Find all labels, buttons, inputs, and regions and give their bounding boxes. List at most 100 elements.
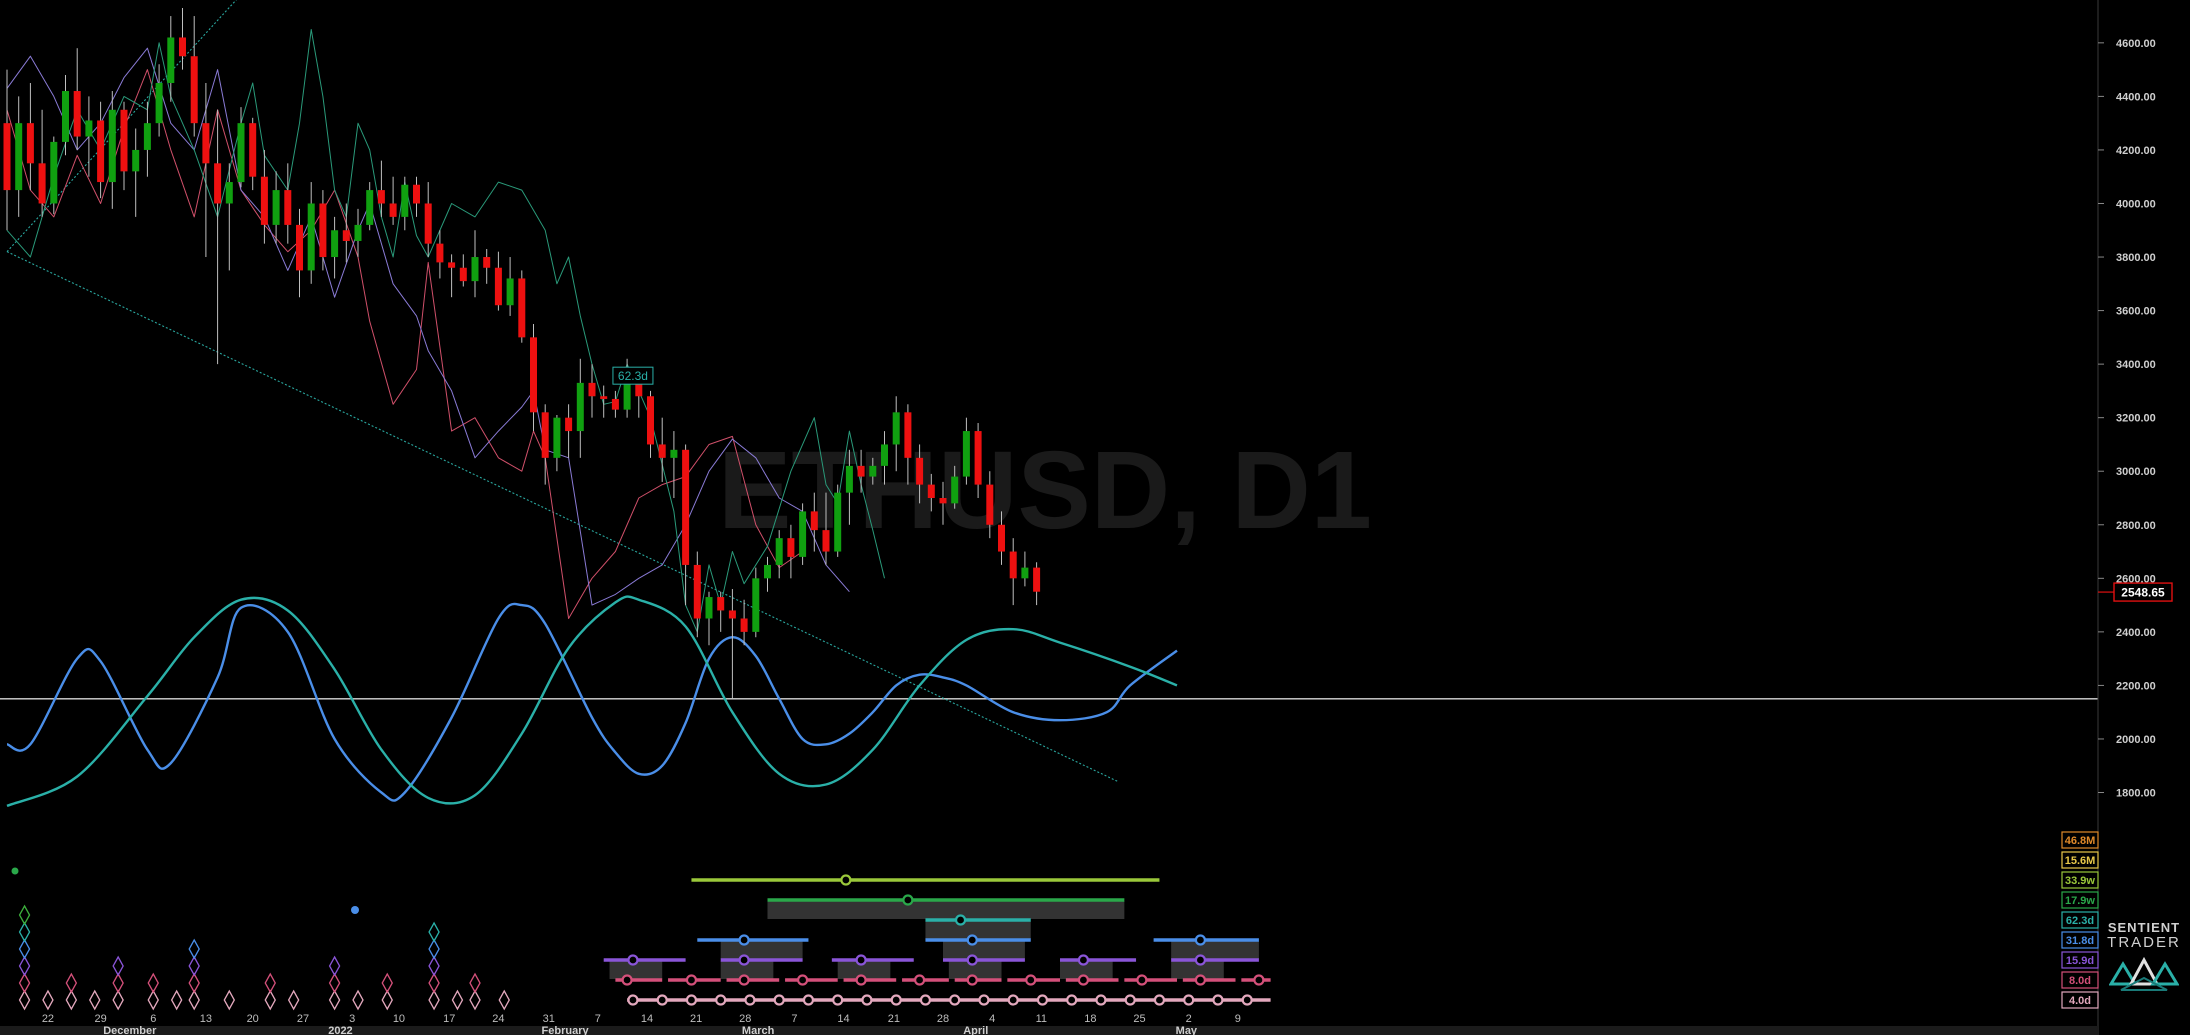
candle-body [237,123,245,183]
cycle-bar-box [1171,941,1259,959]
price-axis[interactable]: 1800.00 2000.00 2200.00 2400.00 2600.00 2800.… [2098,38,2156,800]
price-tick-label: 1800.00 [2116,788,2156,800]
pivot-diamond [65,989,78,1011]
candle-body [787,538,795,557]
date-tick-label: 25 [1133,1013,1145,1025]
candle-body [179,37,186,57]
candle-body [413,184,420,204]
candlesticks [3,8,1041,699]
pivot-diamond [428,921,440,943]
pivot-diamond [170,989,183,1011]
pivot-origin-dot [351,906,359,914]
pivot-diamond [264,989,276,1011]
pivot-diamond [18,972,31,994]
pivot-diamond [65,972,78,994]
cycle-legend-box [2061,831,2099,849]
candle-body [459,267,467,282]
date-tick-label: 10 [393,1013,405,1025]
pivot-diamond [328,989,341,1011]
candle-body [810,511,818,531]
cycle-bar-dot [954,914,967,926]
date-tick-label: 18 [1084,1013,1096,1025]
candle-body [635,377,643,397]
logo-line1: SENTIENT [2107,920,2181,935]
price-tick-label: 3400.00 [2116,359,2156,371]
cycle-bar-dot [738,974,750,986]
candle-body [998,524,1005,552]
candle-body [541,412,549,458]
cycle-bar-dot [1212,994,1224,1006]
candle-body [892,412,900,445]
candle-body [424,203,432,244]
cycle-bar-dot [966,934,978,946]
cycle-bar-box [943,941,1025,959]
pivot-diamond [18,921,31,943]
price-tick-label: 2400.00 [2116,627,2156,639]
cycle-bar-dot [949,994,961,1006]
candle-body [26,123,34,164]
pivot-diamond [147,989,159,1011]
pivot-diamond [469,972,481,994]
chart-watermark: ETHUSD, D1 [718,429,1372,552]
candle-body [1033,567,1041,592]
candle-body [647,396,654,445]
cycle-legend-box [2061,891,2099,909]
cycle-bar-dot [1253,974,1265,986]
cycle-bar-dot [744,994,756,1006]
overlay-series-line-0 [6,69,803,619]
month-tick-label: 2022 [328,1025,352,1035]
cycle-bar-dot [796,974,809,986]
candle-body [272,190,280,225]
candle-body [62,91,69,142]
overlay-series [6,29,885,633]
candle-body [845,465,853,493]
date-tick-label: 7 [791,1013,797,1025]
date-axis[interactable]: 22 29 6 13 20 27 3 10 17 24 31 7 14 21 28 7 14 21 28 4 11 18 2… [42,1013,1241,1035]
date-tick-label: 21 [888,1013,900,1025]
candle-body [682,449,690,565]
candle-body [658,444,666,458]
candle-body [693,564,701,619]
pivot-diamond [451,989,464,1011]
date-tick-label: 13 [200,1013,212,1025]
date-tick-label: 28 [937,1013,949,1025]
cycle-bar-box [1060,961,1113,979]
cycle-bar-dot [978,994,990,1006]
price-axis-panel [2098,0,2190,1035]
candle-body [705,597,713,619]
cycle-bar-dot [715,994,727,1006]
pivot-diamond [112,955,124,977]
candle-body [857,465,865,477]
candle-body [436,243,444,263]
date-tick-label: 3 [349,1013,355,1025]
candle-body [822,530,830,552]
cycle-bar-box [837,961,891,979]
price-tick-label: 3000.00 [2116,466,2156,478]
price-tick-label: 2600.00 [2116,573,2156,585]
cycle-legend-label: 15.9d [2066,955,2094,967]
month-tick-label: May [1176,1025,1198,1035]
cycle-bar-dot [1124,994,1136,1006]
candle-body [494,267,502,306]
month-tick-label: March [742,1025,775,1035]
date-tick-label: 24 [492,1013,504,1025]
cycle-wave-1 [6,595,1178,808]
date-tick-label: 21 [690,1013,702,1025]
candle-body [530,337,537,413]
candle-body [3,123,11,191]
cycle-bar-dot [802,994,815,1006]
cycle-legend-box [2061,871,2099,889]
candle-body [132,149,140,172]
cycle-peak-marker: 62.3d [612,366,654,385]
candle-body [120,109,128,172]
candle-body [202,123,210,164]
pivot-diamond [89,989,101,1011]
cycle-bar-dot [840,874,852,886]
cycle-bar-dot [832,994,844,1006]
candle-body [962,431,970,477]
pivot-diamond [188,938,200,960]
date-tick-label: 14 [641,1013,653,1025]
candle-body [752,578,760,632]
candle-body [775,538,783,565]
date-tick-label: 9 [1235,1013,1241,1025]
